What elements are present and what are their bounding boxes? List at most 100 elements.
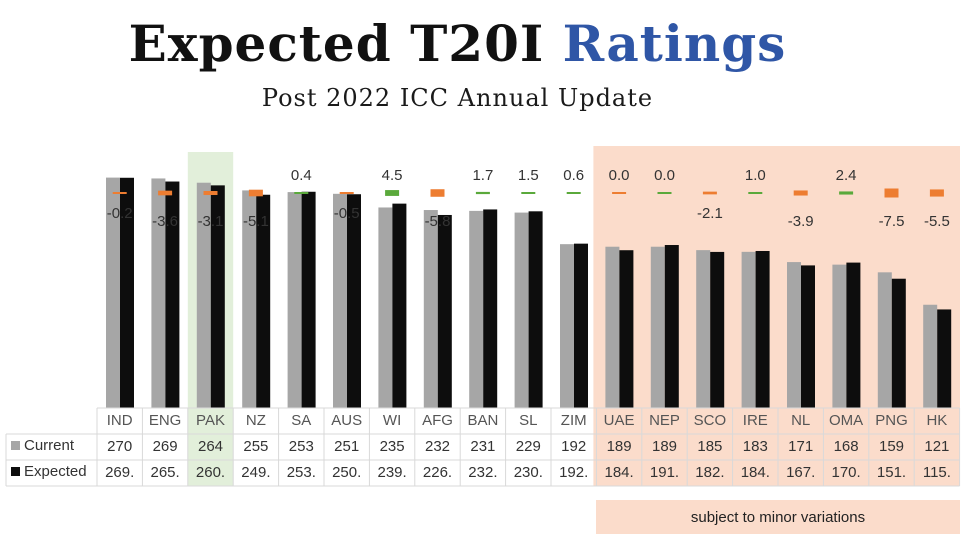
expected-value-sco: 182.	[695, 464, 724, 481]
bar-expected-ind	[120, 177, 134, 408]
title-part-1: Expected T20I	[128, 14, 545, 73]
change-marker-ind	[112, 192, 127, 194]
bar-expected-png	[891, 278, 906, 408]
current-value-ban: 231	[470, 438, 495, 455]
bar-current-ban	[469, 210, 484, 408]
change-label-wi: 4.5	[382, 167, 403, 184]
bar-current-wi	[378, 207, 393, 408]
chart-subtitle: Post 2022 ICC Annual Update	[261, 84, 654, 112]
category-label-nz: NZ	[246, 412, 266, 429]
bar-expected-zim	[574, 243, 588, 408]
bar-expected-afg	[437, 214, 452, 408]
expected-value-sl: 230.	[514, 464, 543, 481]
change-marker-nep	[657, 192, 672, 194]
change-label-afg: -5.8	[425, 213, 451, 230]
change-label-ire: 1.0	[745, 167, 766, 184]
current-value-nz: 255	[243, 438, 268, 455]
expected-value-uae: 184.	[604, 464, 633, 481]
change-marker-nz	[248, 189, 263, 197]
current-value-uae: 189	[607, 438, 632, 455]
category-label-eng: ENG	[149, 412, 182, 429]
expected-value-oma: 170.	[831, 464, 860, 481]
change-marker-sa	[294, 192, 309, 194]
change-marker-sco	[702, 191, 717, 195]
current-value-eng: 269	[153, 438, 178, 455]
category-label-aus: AUS	[331, 412, 362, 429]
title-part-2: Ratings	[562, 14, 787, 73]
bar-current-afg	[423, 210, 438, 408]
change-label-sl: 1.5	[518, 167, 539, 184]
change-marker-afg	[430, 189, 445, 197]
expected-value-ind: 269.	[105, 464, 134, 481]
category-label-ban: BAN	[467, 412, 498, 429]
category-label-ire: IRE	[743, 412, 768, 429]
change-marker-ire	[748, 192, 763, 194]
change-marker-sl	[521, 192, 536, 194]
bar-expected-nep	[664, 245, 679, 408]
bar-current-aus	[333, 193, 347, 408]
change-label-nep: 0.0	[654, 167, 675, 184]
bar-current-nep	[650, 246, 665, 408]
expected-value-nep: 191.	[650, 464, 679, 481]
change-marker-nl	[793, 190, 808, 196]
change-label-pak: -3.1	[198, 213, 224, 230]
current-value-zim: 192	[561, 438, 586, 455]
category-label-pak: PAK	[196, 412, 225, 429]
expected-value-ire: 184.	[741, 464, 770, 481]
current-value-oma: 168	[834, 438, 859, 455]
current-value-sa: 253	[289, 438, 314, 455]
change-marker-eng	[158, 190, 173, 196]
change-marker-zim	[566, 192, 581, 194]
category-label-wi: WI	[383, 412, 401, 429]
bar-expected-sa	[301, 191, 316, 408]
current-value-afg: 232	[425, 438, 450, 455]
change-marker-pak	[203, 190, 218, 196]
current-value-hk: 121	[924, 438, 949, 455]
category-label-hk: HK	[926, 412, 947, 429]
bar-expected-nl	[801, 265, 815, 408]
bar-expected-sco	[710, 251, 725, 408]
change-label-nz: -5.1	[243, 213, 269, 230]
expected-value-sa: 253.	[287, 464, 316, 481]
bar-expected-pak	[210, 185, 225, 408]
change-marker-hk	[929, 189, 944, 197]
change-marker-uae	[612, 192, 627, 194]
category-label-oma: OMA	[829, 412, 863, 429]
bar-current-hk	[923, 304, 938, 408]
current-value-wi: 235	[380, 438, 405, 455]
chart-title: Expected T20I Ratings	[0, 14, 915, 73]
change-marker-oma	[839, 191, 854, 195]
expected-value-png: 151.	[877, 464, 906, 481]
current-value-ind: 270	[107, 438, 132, 455]
change-label-ban: 1.7	[472, 167, 493, 184]
category-label-sl: SL	[519, 412, 537, 429]
expected-value-eng: 265.	[150, 464, 179, 481]
current-value-pak: 264	[198, 438, 223, 455]
change-label-uae: 0.0	[609, 167, 630, 184]
category-label-uae: UAE	[604, 412, 635, 429]
change-label-hk: -5.5	[924, 213, 950, 230]
bar-current-sco	[696, 250, 711, 408]
change-label-aus: -0.5	[334, 205, 360, 222]
current-value-nep: 189	[652, 438, 677, 455]
bar-expected-aus	[347, 194, 361, 408]
category-label-png: PNG	[875, 412, 908, 429]
expected-value-zim: 192.	[559, 464, 588, 481]
current-value-nl: 171	[788, 438, 813, 455]
expected-value-aus: 250.	[332, 464, 361, 481]
category-label-nl: NL	[791, 412, 810, 429]
change-label-nl: -3.9	[788, 213, 814, 230]
expected-value-afg: 226.	[423, 464, 452, 481]
expected-value-wi: 239.	[377, 464, 406, 481]
bar-expected-wi	[392, 203, 407, 408]
bar-current-eng	[151, 178, 166, 408]
bar-expected-hk	[937, 309, 952, 408]
bar-expected-oma	[846, 262, 861, 408]
current-value-png: 159	[879, 438, 904, 455]
bar-current-uae	[605, 246, 620, 408]
expected-value-ban: 232.	[468, 464, 497, 481]
category-label-nep: NEP	[649, 412, 680, 429]
change-marker-aus	[339, 192, 354, 194]
change-label-ind: -0.2	[107, 205, 133, 222]
legend-label-current: Current	[24, 437, 75, 454]
